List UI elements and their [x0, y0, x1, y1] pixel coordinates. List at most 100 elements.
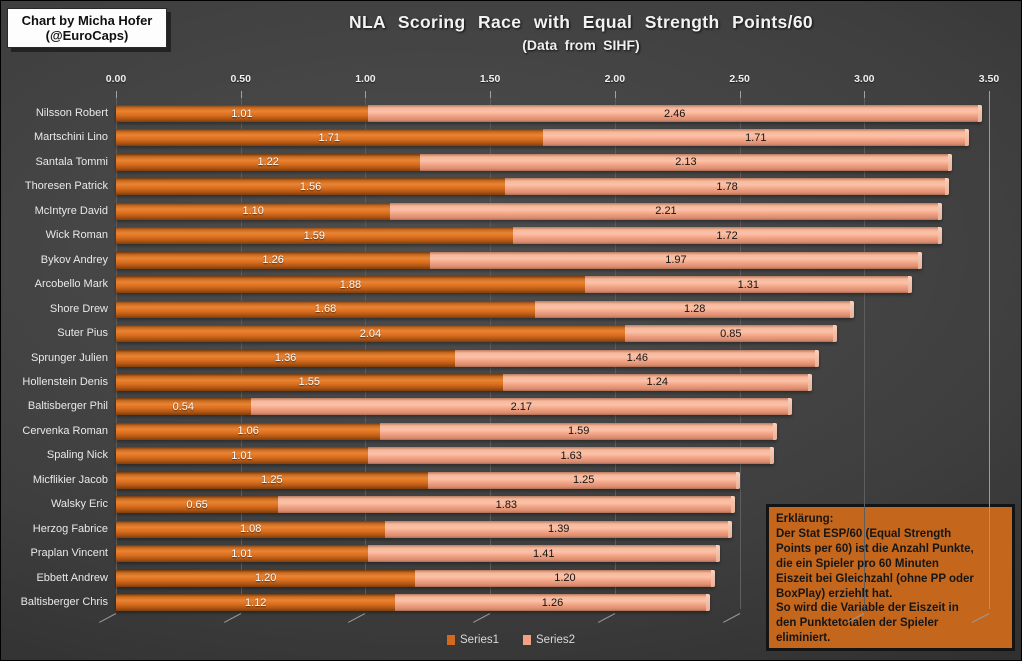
bar-segment-series1: 1.22 [116, 153, 421, 171]
bar-segment-series2: 1.31 [584, 276, 912, 294]
data-label: 2.21 [655, 205, 677, 218]
stacked-bar: 1.06 1.59 [116, 422, 777, 440]
category-label: Wick Roman [45, 229, 108, 242]
gridline-floor-mark [348, 613, 366, 623]
data-label: 1.01 [231, 449, 253, 462]
gridline-floor-mark [722, 613, 740, 623]
stacked-bar: 1.22 2.13 [116, 153, 952, 171]
data-label: 1.01 [231, 547, 253, 560]
stacked-bar: 1.25 1.25 [116, 471, 740, 489]
data-label: 1.24 [646, 376, 668, 389]
data-label: 1.31 [737, 278, 759, 291]
category-label: Thoresen Patrick [24, 180, 108, 193]
legend-swatch-icon [523, 635, 531, 645]
data-label: 1.25 [261, 474, 283, 487]
data-label: 1.88 [339, 278, 362, 291]
category-label: Suter Pius [57, 327, 108, 340]
bar-segment-series2: 1.39 [385, 520, 733, 538]
x-axis-tick-label: 2.50 [729, 73, 750, 85]
stacked-bar: 1.20 1.20 [116, 569, 715, 587]
bar-segment-series1: 1.01 [116, 447, 368, 465]
bar-segment-series2: 1.26 [395, 594, 710, 611]
data-label: 1.20 [254, 572, 277, 585]
category-label: Sprunger Julien [30, 351, 108, 364]
data-label: 0.54 [172, 400, 195, 413]
x-axis-tick-mark [864, 91, 866, 98]
x-axis-tick-label: 1.50 [479, 73, 501, 85]
bar-segment-series2: 1.78 [505, 178, 950, 196]
data-label: 1.28 [683, 303, 706, 316]
x-axis-tick-label: 3.00 [854, 73, 875, 85]
bar-segment-series1: 1.71 [116, 129, 543, 147]
data-label: 1.83 [495, 498, 518, 511]
category-label: Santala Tommi [35, 155, 108, 168]
stacked-bar: 1.55 1.24 [116, 373, 813, 391]
category-label: Baltisberger Chris [20, 596, 108, 608]
category-label: Herzog Fabrice [32, 522, 108, 535]
category-label: Cervenka Roman [22, 424, 108, 437]
gridline-floor-mark [223, 613, 241, 623]
legend-swatch-icon [447, 635, 455, 645]
stacked-bar: 1.01 1.41 [116, 545, 720, 563]
gridline-floor-mark [98, 613, 117, 623]
bar-segment-series1: 1.25 [116, 471, 428, 489]
data-label: 1.97 [665, 254, 687, 267]
bar-segment-series1: 1.12 [116, 594, 396, 611]
legend-item-series1: Series1 [447, 634, 499, 646]
credit-line2: (@EuroCaps) [45, 28, 129, 43]
bar-segment-series2: 1.28 [535, 300, 855, 318]
stacked-bar: 1.68 1.28 [116, 300, 855, 318]
data-label: 1.78 [716, 180, 738, 193]
stacked-bar: 1.71 1.71 [116, 129, 970, 147]
bar-segment-series1: 1.06 [116, 422, 381, 440]
bar-segment-series1: 1.36 [116, 349, 456, 367]
bar-segment-series1: 1.01 [116, 545, 368, 563]
data-label: 1.26 [541, 596, 564, 609]
bar-segment-series2: 1.46 [455, 349, 820, 367]
bar-segment-series2: 1.72 [512, 227, 942, 245]
legend-item-series2: Series2 [523, 634, 575, 646]
bar-segment-series2: 0.85 [624, 325, 837, 343]
data-label: 2.13 [675, 156, 697, 169]
stacked-bar: 1.01 1.63 [116, 447, 775, 465]
data-label: 1.56 [299, 180, 322, 193]
data-label: 2.46 [664, 107, 686, 120]
data-label: 1.25 [572, 474, 595, 487]
category-label: Martschini Lino [34, 131, 108, 144]
data-label: 0.85 [720, 327, 742, 340]
data-label: 1.72 [716, 229, 738, 242]
gridline [864, 98, 866, 609]
data-label: 1.59 [567, 425, 590, 438]
data-label: 1.10 [242, 205, 264, 218]
legend-label: Series1 [460, 634, 499, 646]
chart-title: NLA Scoring Race with Equal Strength Poi… [348, 12, 814, 32]
stacked-bar: 1.56 1.78 [116, 178, 950, 196]
x-axis-tick-label: 0.50 [230, 73, 251, 85]
x-axis-tick-mark [989, 91, 990, 98]
stacked-bar: 1.88 1.31 [116, 276, 912, 294]
data-label: 1.68 [314, 303, 337, 316]
stacked-bar: 1.26 1.97 [116, 251, 922, 269]
bar-segment-series2: 1.83 [278, 496, 736, 514]
stacked-bar: 2.04 0.85 [116, 325, 837, 343]
x-axis-tick-label: 0.00 [105, 73, 127, 85]
legend-label: Series2 [536, 634, 575, 646]
category-label: McIntyre David [34, 204, 108, 217]
x-axis-tick-mark [116, 91, 117, 98]
bar-segment-series2: 1.71 [542, 129, 970, 147]
data-label: 2.04 [359, 327, 382, 340]
annotation-box: Erklärung: Der Stat ESP/60 (Equal Streng… [766, 504, 1015, 651]
data-label: 1.01 [231, 107, 253, 120]
category-label: Bykov Andrey [40, 253, 108, 266]
bar-segment-series1: 1.68 [116, 300, 536, 318]
stacked-bar: 1.36 1.46 [116, 349, 820, 367]
data-label: 1.71 [745, 131, 767, 144]
bar-segment-series2: 1.25 [427, 471, 740, 489]
bar-segment-series1: 1.55 [116, 373, 503, 391]
bar-segment-series1: 1.08 [116, 520, 386, 538]
chart-subtitle: (Data from SIHF) [522, 37, 640, 53]
category-label: Nilsson Robert [35, 107, 108, 119]
bar-segment-series2: 1.20 [415, 569, 715, 587]
gridline-floor-mark [597, 613, 616, 623]
